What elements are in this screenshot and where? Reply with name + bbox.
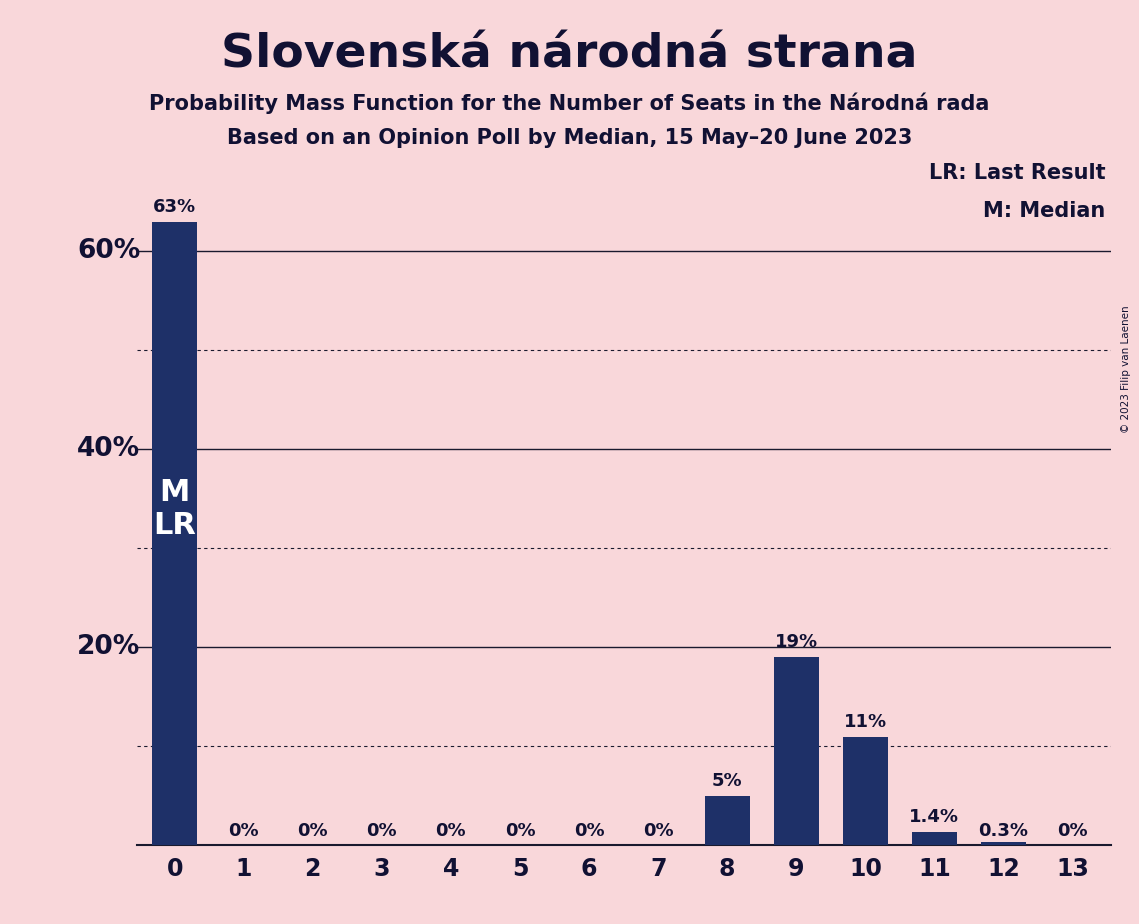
Text: 40%: 40% (77, 436, 140, 462)
Text: 11%: 11% (844, 712, 887, 731)
Bar (981, 843, 1026, 845)
Text: 63%: 63% (153, 198, 196, 216)
Text: 0%: 0% (574, 821, 605, 840)
Bar (705, 796, 749, 845)
Bar (843, 736, 887, 845)
Text: 0.3%: 0.3% (978, 821, 1029, 840)
Text: Slovenská národná strana: Slovenská národná strana (221, 32, 918, 78)
Text: 0%: 0% (1057, 821, 1088, 840)
Text: 0%: 0% (642, 821, 673, 840)
Text: 5%: 5% (712, 772, 743, 790)
Text: LR: Last Result: LR: Last Result (929, 163, 1106, 183)
Bar (912, 832, 957, 845)
Text: 0%: 0% (435, 821, 466, 840)
Text: 0%: 0% (297, 821, 328, 840)
Text: Probability Mass Function for the Number of Seats in the Národná rada: Probability Mass Function for the Number… (149, 92, 990, 114)
Text: Based on an Opinion Poll by Median, 15 May–20 June 2023: Based on an Opinion Poll by Median, 15 M… (227, 128, 912, 148)
Text: 0%: 0% (367, 821, 398, 840)
Bar (773, 657, 819, 845)
Bar (153, 222, 197, 845)
Text: M
LR: M LR (154, 478, 196, 541)
Text: M: Median: M: Median (983, 201, 1106, 221)
Text: 0%: 0% (505, 821, 535, 840)
Text: 0%: 0% (229, 821, 259, 840)
Text: 19%: 19% (775, 634, 818, 651)
Text: © 2023 Filip van Laenen: © 2023 Filip van Laenen (1121, 306, 1131, 433)
Text: 1.4%: 1.4% (909, 808, 959, 826)
Text: 20%: 20% (77, 635, 140, 661)
Text: 60%: 60% (77, 238, 140, 264)
